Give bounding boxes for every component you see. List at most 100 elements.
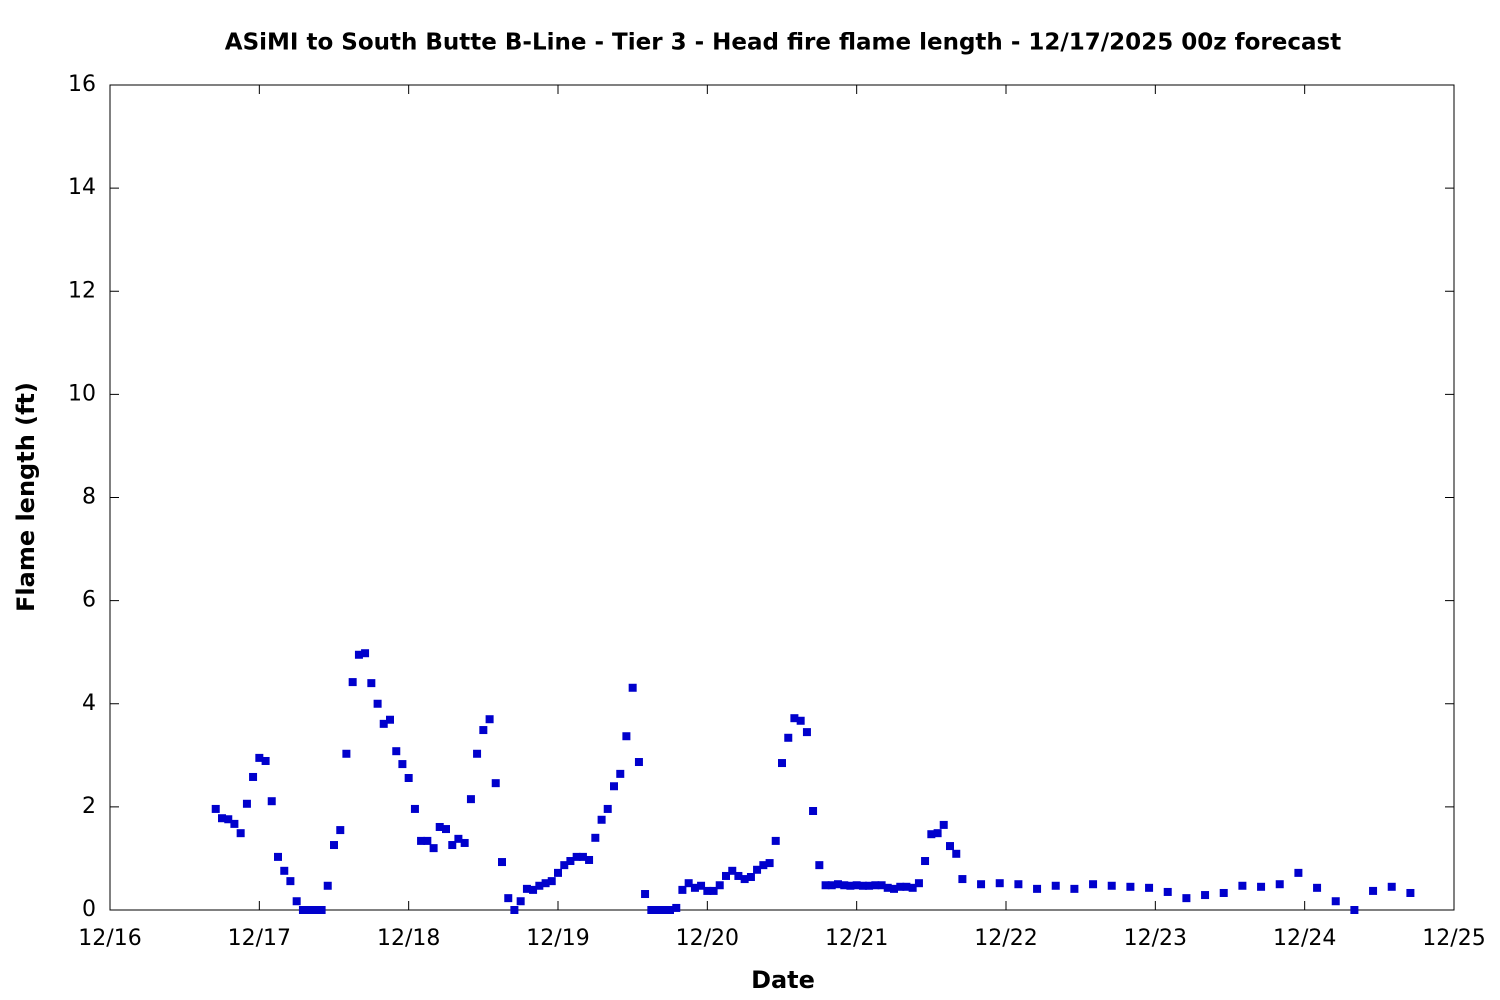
data-point xyxy=(274,852,282,861)
data-point xyxy=(1182,894,1191,903)
data-point xyxy=(697,881,706,890)
data-point xyxy=(1201,891,1210,900)
data-point xyxy=(896,882,905,891)
x-tick-label: 12/24 xyxy=(1273,926,1336,951)
data-point xyxy=(1313,883,1322,892)
data-point xyxy=(840,881,849,890)
data-point xyxy=(342,749,351,758)
y-tick-label: 6 xyxy=(82,588,96,613)
data-point xyxy=(653,906,662,914)
data-point xyxy=(871,881,880,890)
data-point xyxy=(977,880,986,889)
data-point xyxy=(410,804,419,813)
data-point xyxy=(211,804,220,813)
data-point xyxy=(280,866,289,875)
data-point xyxy=(958,875,967,884)
data-point xyxy=(242,799,251,808)
data-point xyxy=(510,906,519,914)
data-point xyxy=(255,753,264,762)
data-point xyxy=(927,830,936,839)
data-point xyxy=(554,868,562,877)
data-point xyxy=(659,906,668,914)
data-point xyxy=(460,838,469,847)
data-point xyxy=(1331,897,1340,906)
data-point xyxy=(292,897,301,906)
y-tick-label: 2 xyxy=(82,794,96,819)
data-point xyxy=(846,881,855,890)
y-tick-label: 10 xyxy=(68,381,96,406)
data-point xyxy=(946,842,954,851)
data-point xyxy=(267,797,276,806)
data-point xyxy=(473,749,482,758)
data-point xyxy=(622,732,631,741)
data-point xyxy=(784,733,793,742)
data-point xyxy=(1294,868,1303,877)
data-point xyxy=(790,714,799,723)
data-point xyxy=(479,726,488,735)
data-point xyxy=(585,855,594,864)
y-tick-label: 0 xyxy=(82,897,96,922)
data-point xyxy=(305,906,314,914)
data-point xyxy=(715,881,724,890)
data-point xyxy=(311,906,320,914)
data-point xyxy=(218,814,226,823)
data-point xyxy=(386,715,394,724)
data-point xyxy=(230,819,239,828)
data-point xyxy=(647,906,656,914)
data-point xyxy=(560,861,569,870)
data-point xyxy=(591,833,600,842)
data-point xyxy=(759,861,768,870)
x-tick-label: 12/20 xyxy=(676,926,739,951)
data-point xyxy=(330,841,338,850)
data-point xyxy=(1070,884,1079,893)
data-point xyxy=(628,683,637,692)
data-point xyxy=(778,759,786,768)
y-tick-label: 16 xyxy=(68,72,96,97)
data-point xyxy=(1033,884,1042,893)
data-point xyxy=(616,769,625,778)
data-point xyxy=(448,841,457,850)
data-point xyxy=(249,772,258,781)
data-point xyxy=(504,894,513,903)
data-point xyxy=(1014,880,1023,889)
x-tick-label: 12/21 xyxy=(825,926,888,951)
data-point xyxy=(1126,882,1135,891)
data-point xyxy=(429,844,438,853)
data-point xyxy=(703,886,712,895)
data-point xyxy=(1238,881,1247,890)
data-point xyxy=(454,834,463,843)
data-point xyxy=(610,782,618,791)
data-point xyxy=(491,779,500,788)
data-point xyxy=(298,906,307,914)
x-tick-label: 12/22 xyxy=(974,926,1037,951)
data-point xyxy=(821,881,830,890)
x-tick-label: 12/25 xyxy=(1422,926,1485,951)
data-point xyxy=(939,820,948,829)
data-point xyxy=(392,747,401,756)
x-tick-label: 12/18 xyxy=(377,926,440,951)
data-point xyxy=(417,836,426,845)
data-point xyxy=(398,760,407,769)
data-point xyxy=(317,906,326,914)
data-point xyxy=(535,881,544,890)
data-point xyxy=(834,880,842,889)
y-tick-label: 14 xyxy=(68,175,96,200)
data-point xyxy=(883,883,892,892)
data-point xyxy=(529,885,538,894)
data-point xyxy=(722,871,730,880)
data-point xyxy=(952,849,961,858)
data-point xyxy=(1107,881,1116,890)
data-point xyxy=(516,897,525,906)
data-point xyxy=(753,865,762,874)
data-point xyxy=(286,877,295,886)
data-point xyxy=(354,650,363,659)
data-point xyxy=(746,873,755,881)
data-point xyxy=(466,795,475,804)
data-point xyxy=(336,826,345,835)
y-tick-label: 12 xyxy=(68,278,96,303)
data-point xyxy=(485,715,494,724)
data-point xyxy=(578,852,587,861)
data-point xyxy=(442,825,450,834)
x-axis-label: Date xyxy=(751,966,815,994)
